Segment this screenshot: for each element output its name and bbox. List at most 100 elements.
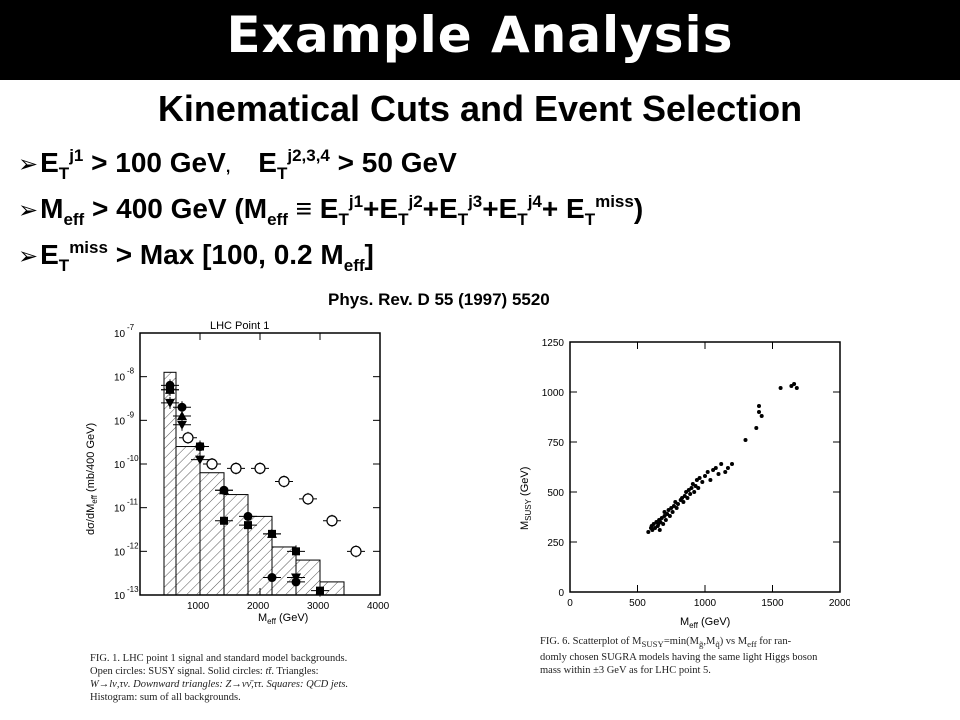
- susy-signal-point: [326, 515, 338, 527]
- x-tick-label: 500: [629, 598, 646, 609]
- left-plot-meff-distribution: LHC Point 1 10-710-810-910-1010-1110-121…: [85, 320, 390, 626]
- y-tick-exponent: -7: [127, 323, 135, 332]
- bullet-met-cut: ➢ETmiss > Max [100, 0.2 Meff]: [18, 238, 374, 275]
- y-tick-exponent: -12: [127, 541, 139, 550]
- reference-citation: Phys. Rev. D 55 (1997) 5520: [328, 290, 550, 309]
- slide-subtitle: Kinematical Cuts and Event Selection: [157, 88, 803, 129]
- w-boson-point: [177, 410, 187, 420]
- right-plot-caption: FIG. 6. Scatterplot of MSUSY=min(Mg̃,Mq̃…: [540, 636, 818, 677]
- scatter-point: [681, 500, 686, 504]
- arrow-bullet-icon: ➢: [18, 150, 39, 178]
- y-tick-label: 1000: [542, 388, 565, 399]
- x-tick-label: 4000: [367, 601, 390, 612]
- y-tick-label: 10: [114, 460, 126, 471]
- y-tick-label: 10: [114, 416, 126, 427]
- bullet-meff-cut: ➢Meff > 400 GeV (Meff ≡ ETj1+ETj2+ETj3+E…: [18, 192, 644, 229]
- scatter-point: [759, 414, 764, 418]
- y-tick-exponent: -10: [127, 454, 139, 463]
- scatter-point: [667, 514, 672, 518]
- right-plot-msusy-scatter: 0 250 500 750 1000 1250 0 500 1000 1500 2000 MSUSY…: [519, 338, 850, 630]
- y-tick-label: 10: [114, 504, 126, 515]
- qcd-jets-point: [196, 442, 204, 451]
- susy-signal-point: [302, 493, 314, 505]
- right-plot-xlabel: Meff (GeV): [680, 616, 730, 630]
- arrow-bullet-icon: ➢: [18, 196, 39, 224]
- scatter-point: [661, 522, 666, 526]
- scatter-point: [646, 530, 651, 534]
- histogram-bar: [175, 446, 201, 596]
- scatter-point: [670, 510, 675, 514]
- susy-signal-point: [254, 462, 266, 474]
- qcd-jets-point: [166, 385, 174, 394]
- scatter-point: [792, 382, 797, 386]
- x-tick-label: 1000: [694, 598, 717, 609]
- scatter-point: [674, 506, 679, 510]
- scatter-point: [676, 502, 680, 506]
- x-tick-label: 1500: [761, 598, 784, 609]
- ttbar-point: [243, 511, 253, 521]
- scatter-point: [794, 386, 799, 390]
- scatter-point: [708, 478, 713, 482]
- z-boson-point: [291, 573, 301, 583]
- qcd-jets-point: [220, 516, 228, 525]
- left-plot-panel-title: LHC Point 1: [210, 320, 269, 332]
- x-tick-label: 0: [567, 598, 573, 609]
- y-tick-exponent: -11: [127, 498, 139, 507]
- scatter-point: [719, 462, 724, 466]
- scatter-point: [723, 470, 728, 474]
- y-tick-label: 1250: [542, 338, 565, 349]
- scatter-point: [657, 528, 662, 532]
- scatter-point: [688, 492, 693, 496]
- y-tick-exponent: -9: [127, 410, 135, 419]
- y-tick-exponent: -13: [127, 585, 139, 594]
- scatter-point: [703, 474, 707, 478]
- ttbar-point: [267, 573, 277, 583]
- y-tick-exponent: -8: [127, 367, 135, 376]
- scatter-point: [705, 470, 710, 474]
- histogram-bar: [223, 494, 249, 596]
- scatter-point: [663, 518, 668, 522]
- susy-signal-point: [350, 545, 362, 557]
- scatter-point: [757, 404, 761, 408]
- x-tick-label: 2000: [829, 598, 850, 609]
- susy-signal-point: [206, 458, 218, 470]
- y-tick-label: 750: [547, 438, 564, 449]
- z-boson-point: [195, 455, 205, 465]
- y-tick-label: 10: [114, 591, 126, 602]
- scatter-point: [713, 466, 718, 470]
- susy-signal-point: [278, 475, 290, 488]
- scatter-point: [725, 466, 730, 470]
- y-tick-label: 10: [114, 547, 126, 558]
- y-tick-label: 500: [547, 488, 564, 499]
- scatter-point: [700, 480, 705, 484]
- y-tick-label: 10: [114, 329, 126, 340]
- scatter-point: [692, 490, 697, 494]
- slide-title: Example Analysis: [226, 6, 734, 64]
- scatter-point: [730, 462, 734, 466]
- qcd-jets-point: [244, 521, 252, 530]
- arrow-bullet-icon: ➢: [18, 242, 39, 270]
- x-tick-label: 2000: [247, 601, 270, 612]
- ttbar-point: [177, 402, 187, 412]
- scatter-point: [697, 476, 702, 480]
- scatter-point: [743, 438, 748, 442]
- y-tick-label: 0: [558, 588, 564, 599]
- z-boson-point: [165, 398, 175, 408]
- title-bar: Example Analysis: [0, 0, 960, 80]
- z-boson-point: [177, 420, 187, 430]
- scatter-point: [685, 496, 690, 500]
- scatter-point: [778, 386, 783, 390]
- susy-signal-point: [182, 432, 194, 444]
- bullet-jet-et-cut: ➢ETj1 > 100 GeV, ETj2,3,4 > 50 GeV: [18, 146, 457, 183]
- scatter-point: [689, 486, 694, 490]
- left-plot-caption: FIG. 1. LHC point 1 signal and standard …: [90, 653, 349, 703]
- right-plot-ylabel: MSUSY (GeV): [519, 467, 533, 530]
- x-tick-label: 1000: [187, 601, 210, 612]
- y-tick-label: 250: [547, 538, 564, 549]
- right-plot-frame: [569, 341, 841, 593]
- scatter-point: [757, 410, 761, 414]
- scatter-point: [716, 472, 721, 476]
- susy-signal-point: [230, 462, 242, 474]
- y-tick-label: 10: [114, 373, 126, 384]
- scatter-point: [754, 426, 759, 430]
